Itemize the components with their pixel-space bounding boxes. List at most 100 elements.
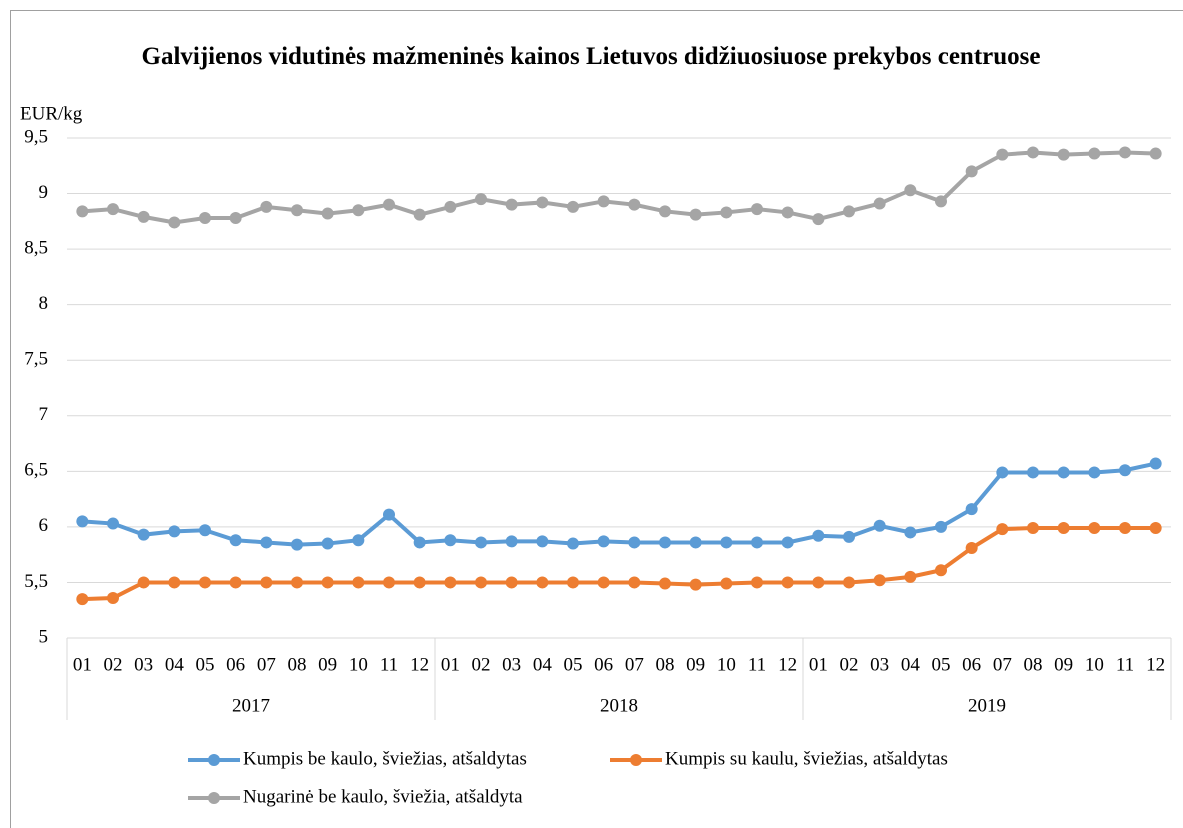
x-tick-label: 05 [564, 654, 583, 675]
data-point [597, 576, 610, 589]
data-point [843, 576, 855, 589]
y-tick-label: 6,5 [24, 460, 48, 481]
data-point [137, 210, 150, 223]
data-point [1119, 146, 1131, 159]
chart-title: Galvijienos vidutinės mažmeninės kainos … [141, 43, 1041, 70]
x-tick-label: 03 [502, 654, 521, 675]
data-point [107, 517, 119, 530]
y-tick-label: 5 [39, 626, 49, 647]
y-axis-label: EUR/kg [20, 103, 83, 124]
data-point [628, 536, 641, 549]
data-point [659, 205, 671, 218]
data-point [904, 570, 917, 583]
x-group-label: 2017 [232, 695, 270, 716]
data-point [475, 536, 487, 549]
x-tick-label: 12 [1146, 654, 1165, 675]
data-point [935, 564, 947, 577]
data-point [843, 205, 855, 218]
data-point [781, 206, 794, 219]
data-point [1149, 522, 1162, 534]
data-point [536, 576, 549, 589]
data-point [352, 576, 365, 589]
data-point [659, 536, 671, 549]
data-point [1149, 147, 1162, 160]
data-point [1119, 464, 1131, 477]
data-point [965, 165, 978, 178]
series-line [82, 150, 1156, 225]
data-point [444, 534, 457, 547]
x-tick-label: 03 [870, 654, 889, 675]
x-tick-label: 07 [993, 654, 1012, 675]
data-point [720, 536, 733, 549]
legend-marker [208, 754, 220, 766]
x-tick-label: 08 [1024, 654, 1043, 675]
x-tick-label: 07 [625, 654, 644, 675]
x-tick-label: 09 [686, 654, 705, 675]
data-point [659, 577, 671, 590]
x-tick-label: 02 [840, 654, 859, 675]
data-point [904, 526, 917, 539]
data-point [352, 534, 365, 547]
x-tick-label: 08 [656, 654, 675, 675]
data-point [567, 200, 579, 213]
y-tick-label: 8,5 [24, 237, 48, 258]
data-point [996, 523, 1009, 536]
data-point [904, 184, 917, 197]
data-point [781, 536, 794, 549]
data-point [1027, 466, 1039, 479]
data-point [168, 216, 181, 229]
data-point [812, 529, 825, 542]
data-point [505, 535, 518, 548]
data-point [1027, 522, 1039, 534]
data-point [1119, 522, 1131, 534]
x-tick-label: 06 [594, 654, 613, 675]
data-point [1027, 146, 1039, 159]
x-tick-label: 10 [717, 654, 736, 675]
data-point [260, 200, 273, 213]
x-tick-label: 10 [349, 654, 368, 675]
x-tick-label: 05 [196, 654, 215, 675]
data-point [505, 198, 518, 211]
y-tick-label: 8 [39, 293, 49, 314]
x-tick-label: 09 [1054, 654, 1073, 675]
data-point [1149, 457, 1162, 470]
legend-label: Nugarinė be kaulo, šviežia, atšaldyta [243, 786, 523, 807]
data-point [843, 530, 855, 543]
x-tick-label: 09 [318, 654, 337, 675]
data-point [444, 200, 457, 213]
data-point [689, 578, 702, 591]
data-point [76, 205, 89, 218]
x-tick-label: 05 [932, 654, 951, 675]
data-point [199, 576, 211, 589]
legend-label: Kumpis be kaulo, šviežias, atšaldytas [243, 748, 527, 769]
x-tick-label: 10 [1085, 654, 1104, 675]
data-point [597, 195, 610, 208]
data-point [751, 536, 763, 549]
data-point [689, 208, 702, 221]
data-point [321, 537, 334, 550]
data-point [536, 196, 549, 209]
data-point [996, 148, 1009, 161]
data-point [781, 576, 794, 589]
data-point [199, 212, 211, 224]
x-tick-label: 04 [901, 654, 921, 675]
data-point [812, 213, 825, 226]
x-tick-label: 04 [165, 654, 185, 675]
data-point [996, 466, 1009, 479]
x-tick-label: 08 [288, 654, 307, 675]
data-point [1057, 148, 1070, 161]
data-point [291, 538, 303, 551]
data-point [260, 576, 273, 589]
data-point [628, 198, 641, 211]
data-point [107, 592, 119, 604]
data-point [383, 576, 395, 589]
x-tick-label: 11 [1116, 654, 1134, 675]
data-point [812, 576, 825, 589]
data-point [321, 207, 334, 220]
data-point [720, 577, 733, 590]
y-tick-label: 5,5 [24, 571, 48, 592]
data-point [1088, 466, 1101, 479]
data-point [1088, 522, 1101, 534]
data-point [751, 576, 763, 589]
